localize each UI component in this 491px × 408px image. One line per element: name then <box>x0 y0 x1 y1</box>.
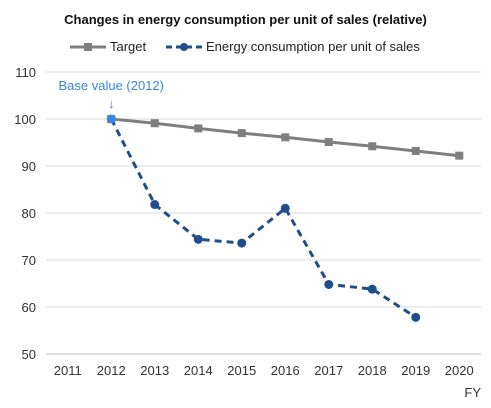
x-tick-label-2014: 2014 <box>184 363 213 378</box>
series-line-energy <box>109 118 417 319</box>
x-tick-label-2017: 2017 <box>314 363 343 378</box>
point-energy-2016 <box>280 203 290 213</box>
legend-label-energy: Energy consumption per unit of sales <box>206 39 420 54</box>
y-tick-label-110: 110 <box>15 65 36 80</box>
point-target-2015 <box>237 129 246 138</box>
y-tick-label-80: 80 <box>22 206 36 221</box>
annotation-arrow: ↓ <box>108 96 115 111</box>
point-target-2013 <box>150 119 159 128</box>
point-energy-2018 <box>367 284 377 294</box>
x-tick-label-2013: 2013 <box>140 363 169 378</box>
point-energy-2017 <box>324 279 334 289</box>
y-tick-label-60: 60 <box>22 300 36 315</box>
legend-swatch-target <box>70 43 106 51</box>
x-axis-label: FY <box>464 385 481 400</box>
point-target-2016 <box>281 133 290 142</box>
x-tick-label-2015: 2015 <box>227 363 256 378</box>
point-energy-2019 <box>411 312 421 322</box>
point-target-2020 <box>455 151 464 160</box>
point-energy-2015 <box>237 238 247 248</box>
point-target-2017 <box>324 138 333 147</box>
legend: Target Energy consumption per unit of sa… <box>0 38 491 56</box>
x-tick-label-2012: 2012 <box>97 363 126 378</box>
legend-label-target: Target <box>110 39 147 54</box>
annotation-base-value: Base value (2012) <box>58 78 164 93</box>
x-tick-label-2020: 2020 <box>445 363 474 378</box>
x-tick-label-2011: 2011 <box>54 363 82 378</box>
y-tick-label-70: 70 <box>22 253 36 268</box>
point-energy-2014 <box>193 234 203 244</box>
chart-title: Changes in energy consumption per unit o… <box>64 12 427 27</box>
x-tick-label-2018: 2018 <box>358 363 387 378</box>
y-tick-label-100: 100 <box>14 112 36 127</box>
y-tick-label-50: 50 <box>22 347 36 362</box>
point-target-2019 <box>411 146 420 155</box>
point-energy-2013 <box>150 200 160 210</box>
legend-swatch-energy <box>166 43 202 51</box>
point-target-2014 <box>194 124 203 133</box>
point-energy-2012 <box>106 114 116 124</box>
point-target-2018 <box>368 142 377 151</box>
x-tick-label-2016: 2016 <box>271 363 300 378</box>
x-tick-label-2019: 2019 <box>401 363 430 378</box>
y-tick-label-90: 90 <box>22 159 36 174</box>
